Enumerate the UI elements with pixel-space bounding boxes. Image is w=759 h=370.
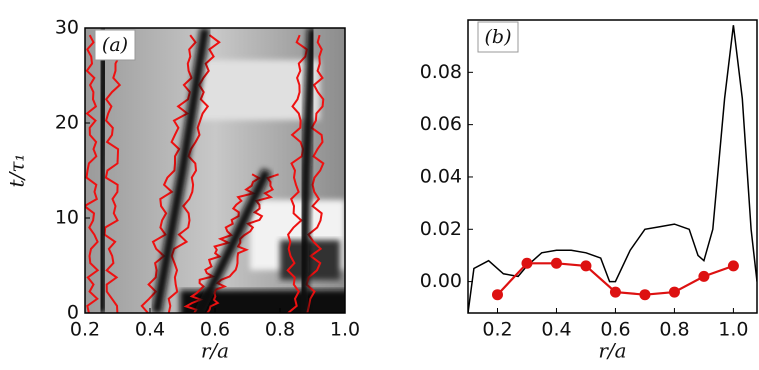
trace <box>183 173 262 313</box>
x-tick-label: 0.8 <box>659 319 689 341</box>
trace <box>206 173 279 313</box>
trace <box>305 34 325 313</box>
ridge <box>96 28 110 313</box>
marker <box>668 286 680 298</box>
trace <box>85 34 100 313</box>
marker <box>609 286 621 298</box>
x-tick-label: 0.2 <box>70 319 100 341</box>
x-tick-label: 0.8 <box>265 319 295 341</box>
frame <box>467 19 758 314</box>
trace <box>103 34 122 313</box>
marker <box>727 260 739 272</box>
y-tick-label: 30 <box>55 17 79 39</box>
marker <box>491 289 503 301</box>
ridge <box>194 168 272 313</box>
x-tick-label: 1.0 <box>718 319 748 341</box>
x-tick-label: 1.0 <box>330 319 360 341</box>
x-axis-label: r/a <box>598 339 626 363</box>
y-tick-label: 10 <box>55 207 79 229</box>
y-tick-label: 0.04 <box>420 165 462 187</box>
marker <box>698 270 710 282</box>
ridge <box>151 28 211 313</box>
series-line <box>468 25 757 313</box>
x-tick-label: 0.2 <box>482 319 512 341</box>
ridge <box>297 28 318 313</box>
trace <box>286 34 309 313</box>
y-tick-label: 0.02 <box>420 218 462 240</box>
panel-label-box <box>94 29 136 61</box>
panel-label: (b) <box>485 26 512 48</box>
y-tick-label: 0.06 <box>420 113 462 135</box>
y-tick-label: 0.08 <box>420 61 462 83</box>
x-tick-label: 0.6 <box>600 319 630 341</box>
marker <box>639 289 651 301</box>
marker <box>550 257 562 269</box>
y-tick-label: 0.00 <box>420 270 462 292</box>
x-tick-label: 0.4 <box>541 319 571 341</box>
panel-label: (a) <box>102 34 128 56</box>
marker <box>521 257 533 269</box>
trace <box>140 34 197 313</box>
y-tick-label: 20 <box>55 112 79 134</box>
panel-label-box <box>477 21 519 53</box>
marker <box>580 260 592 272</box>
x-tick-label: 0.6 <box>200 319 230 341</box>
x-tick-label: 0.4 <box>135 319 165 341</box>
x-axis-label: r/a <box>201 339 229 363</box>
y-axis-label: t/τ₁ <box>5 154 29 188</box>
y-tick-label: 0 <box>67 302 79 324</box>
